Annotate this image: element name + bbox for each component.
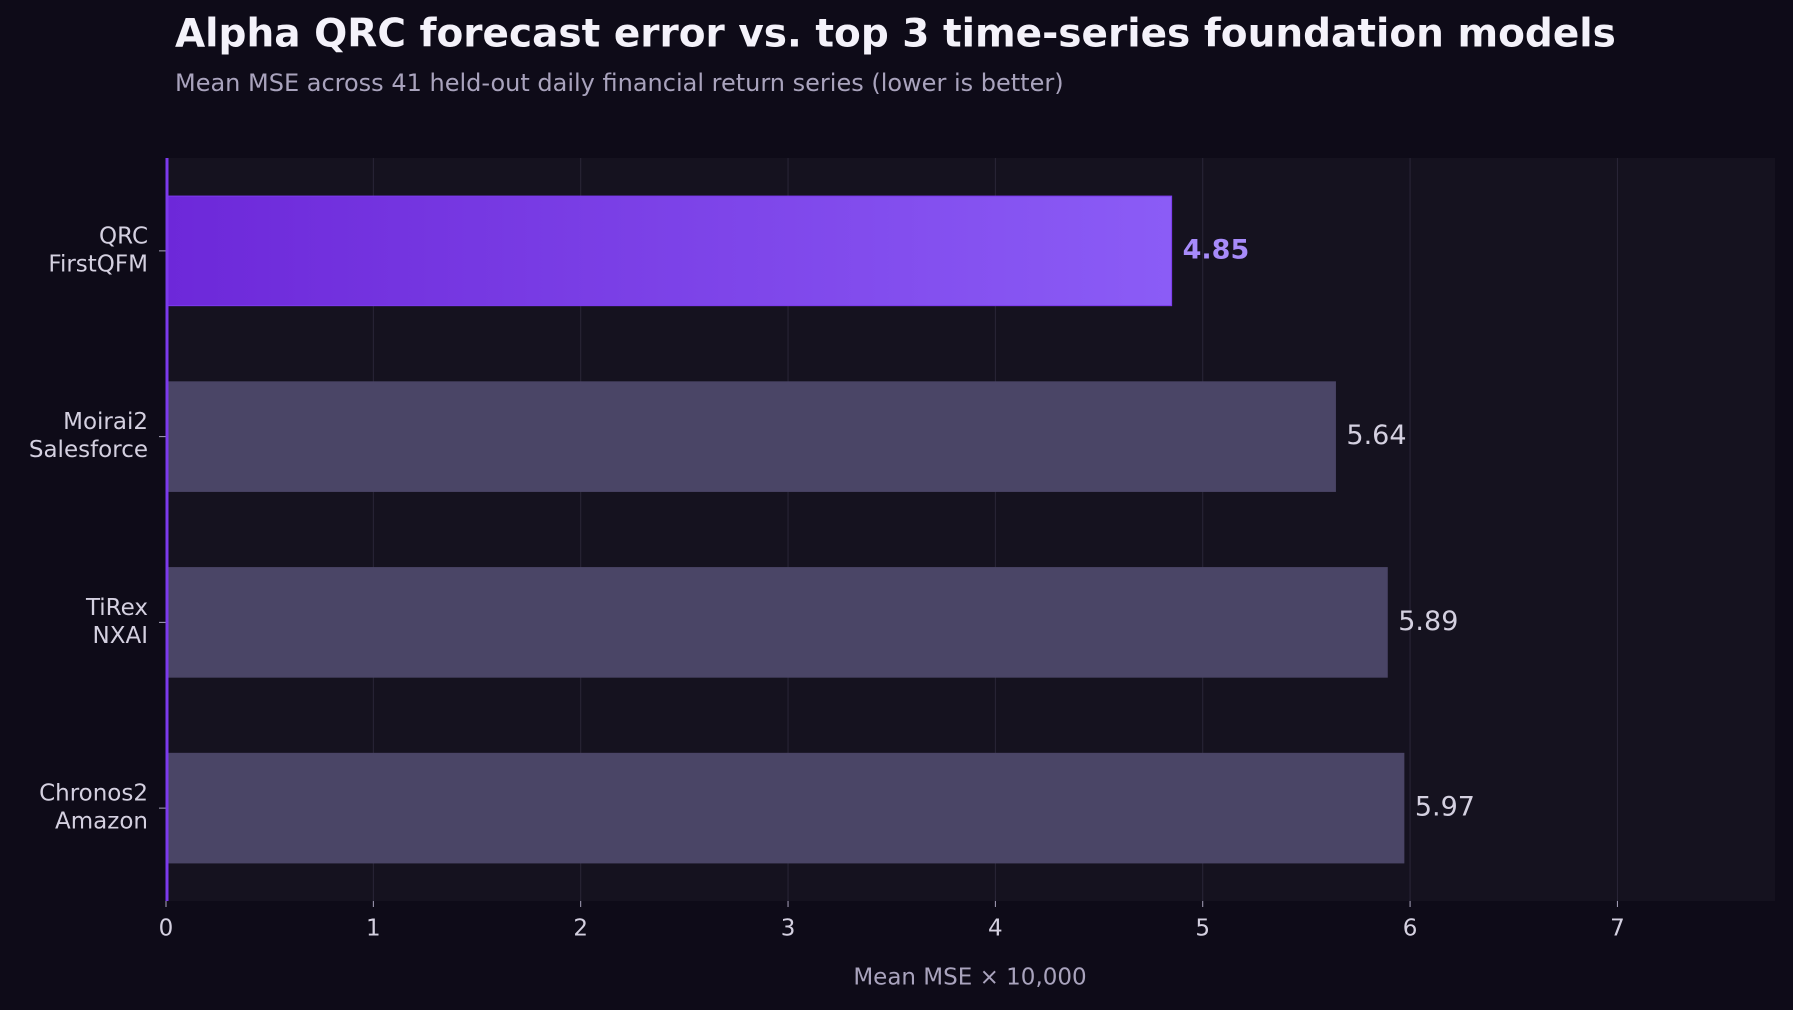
value-label: 5.97 — [1415, 792, 1475, 823]
value-label: 4.85 — [1183, 234, 1250, 265]
y-tick-label: Amazon — [55, 809, 148, 835]
x-tick-label: 4 — [988, 916, 1003, 942]
x-tick-label: 5 — [1195, 916, 1210, 942]
y-tick-label: QRC — [99, 223, 148, 249]
x-tick-label: 3 — [781, 916, 796, 942]
bar — [165, 752, 1405, 864]
y-tick-label: NXAI — [93, 623, 148, 649]
x-tick-label: 7 — [1610, 916, 1625, 942]
y-tick-label: Chronos2 — [39, 781, 148, 807]
value-label: 5.64 — [1346, 420, 1406, 451]
y-tick-label: FirstQFM — [48, 251, 148, 277]
y-tick-label: TiRex — [85, 595, 148, 621]
x-tick-label: 2 — [573, 916, 588, 942]
x-tick-label: 0 — [159, 916, 174, 942]
bar — [165, 567, 1388, 678]
bar — [165, 195, 1173, 307]
y-tick-label: Salesforce — [29, 437, 148, 463]
y-tick-label: Moirai2 — [63, 409, 148, 435]
chart-subtitle: Mean MSE across 41 held-out daily financ… — [175, 69, 1064, 97]
bar — [165, 381, 1336, 492]
x-axis-label: Mean MSE × 10,000 — [853, 965, 1086, 991]
value-label: 5.89 — [1398, 606, 1458, 637]
x-tick-label: 6 — [1403, 916, 1418, 942]
chart-title: Alpha QRC forecast error vs. top 3 time-… — [175, 12, 1616, 57]
x-tick-label: 1 — [366, 916, 381, 942]
